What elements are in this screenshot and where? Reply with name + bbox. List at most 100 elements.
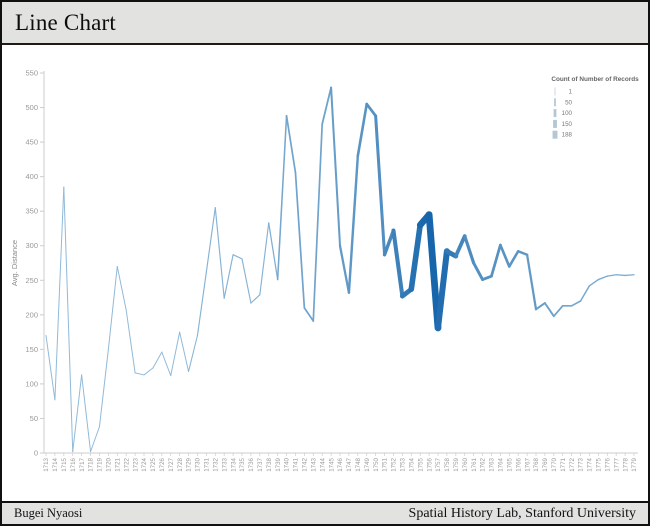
page-title: Line Chart [15,9,116,35]
title-bar: Line Chart [2,2,648,45]
line-segment [63,186,74,453]
x-tick-label: 1758 [444,457,451,471]
footer-bar: Bugei Nyaosi Spatial History Lab, Stanfo… [2,501,648,524]
y-tick-label: 450 [25,138,38,147]
x-tick-label: 1779 [631,457,638,471]
x-tick-label: 1725 [150,457,157,471]
line-segment [499,243,511,268]
x-tick-label: 1771 [560,457,567,471]
line-segment [374,114,387,257]
line-segment [72,374,83,453]
line-segment [525,253,538,311]
x-tick-label: 1759 [453,457,460,471]
line-segment [338,244,351,294]
line-segment [579,285,591,302]
x-tick-label: 1764 [498,457,505,471]
y-tick-label: 550 [25,69,38,78]
series-avg-distance [45,86,635,453]
line-segment [303,307,315,322]
x-tick-label: 1757 [435,457,442,471]
line-segment [196,271,207,337]
line-segment [391,228,405,299]
x-tick-label: 1739 [275,457,282,471]
y-tick-label: 500 [25,103,38,112]
y-tick-label: 100 [25,379,38,388]
x-tick-label: 1722 [123,457,130,471]
y-tick-label: 300 [25,241,38,250]
x-tick-label: 1733 [221,457,228,471]
x-tick-label: 1749 [364,457,371,471]
x-axis: 1713 1714 1715 1716 1717 1718 1719 1720 1721 1722… [43,452,638,472]
y-tick-label: 250 [25,276,38,285]
x-tick-label: 1727 [168,457,175,471]
x-tick-label: 1772 [569,457,576,471]
y-tick-label: 0 [34,449,38,458]
x-tick-label: 1778 [622,457,629,471]
x-tick-label: 1751 [382,457,389,471]
line-segment [107,265,118,350]
x-tick-label: 1753 [400,457,407,471]
line-segment [205,207,216,273]
line-segment [81,374,92,453]
line-segment [116,265,127,311]
x-tick-label: 1743 [310,457,317,471]
line-segment [134,372,145,376]
x-tick-label: 1761 [471,457,478,471]
legend-label: 1 [569,89,573,96]
x-tick-label: 1726 [159,457,166,471]
line-segment [543,302,555,318]
line-segment [490,243,502,278]
x-tick-label: 1741 [293,457,300,471]
x-tick-label: 1763 [489,457,496,471]
x-tick-label: 1776 [604,457,611,471]
line-segment [276,115,288,281]
x-tick-label: 1740 [284,457,291,471]
line-segment [312,123,324,322]
y-axis-title: Avg. Distance [10,240,19,286]
line-segment [463,234,476,265]
line-segment [241,258,252,304]
line-segment [534,302,546,311]
line-segment [259,222,270,296]
line-segment [481,274,493,281]
line-segment [570,300,582,307]
line-segment [425,211,442,332]
x-tick-label: 1745 [328,457,335,471]
line-segment [347,154,360,294]
line-segment [294,171,306,309]
line-segment [552,304,564,318]
line-segment [98,348,109,428]
x-tick-label: 1735 [239,457,246,471]
x-tick-label: 1767 [524,457,531,471]
line-segment [143,367,154,376]
y-tick-label: 150 [25,345,38,354]
line-segment [125,309,136,374]
x-tick-label: 1760 [462,457,469,471]
x-tick-label: 1775 [596,457,603,471]
x-tick-label: 1748 [355,457,362,471]
line-segment [54,186,65,401]
line-segment [161,351,172,377]
line-segment [152,351,163,369]
x-tick-label: 1714 [52,457,59,471]
y-axis: 0 50 100 150 200 250 300 350 400 450 500 550 Avg. Di… [10,69,45,458]
line-segment [356,102,369,158]
line-segment [285,114,297,174]
x-tick-label: 1719 [97,457,104,471]
line-segment [606,274,617,277]
line-segment [170,331,181,377]
x-tick-label: 1754 [408,457,415,471]
x-tick-label: 1720 [106,457,113,471]
line-segment [588,278,600,287]
chart-area: 0 50 100 150 200 250 300 350 400 450 500 550 Avg. Di… [4,47,646,501]
x-tick-label: 1774 [587,457,594,471]
x-tick-label: 1765 [506,457,513,471]
x-tick-label: 1746 [337,457,344,471]
x-tick-label: 1723 [132,457,139,471]
legend-label: 188 [562,132,573,139]
x-tick-label: 1731 [204,457,211,471]
x-tick-label: 1747 [346,457,353,471]
line-segment [188,335,198,373]
